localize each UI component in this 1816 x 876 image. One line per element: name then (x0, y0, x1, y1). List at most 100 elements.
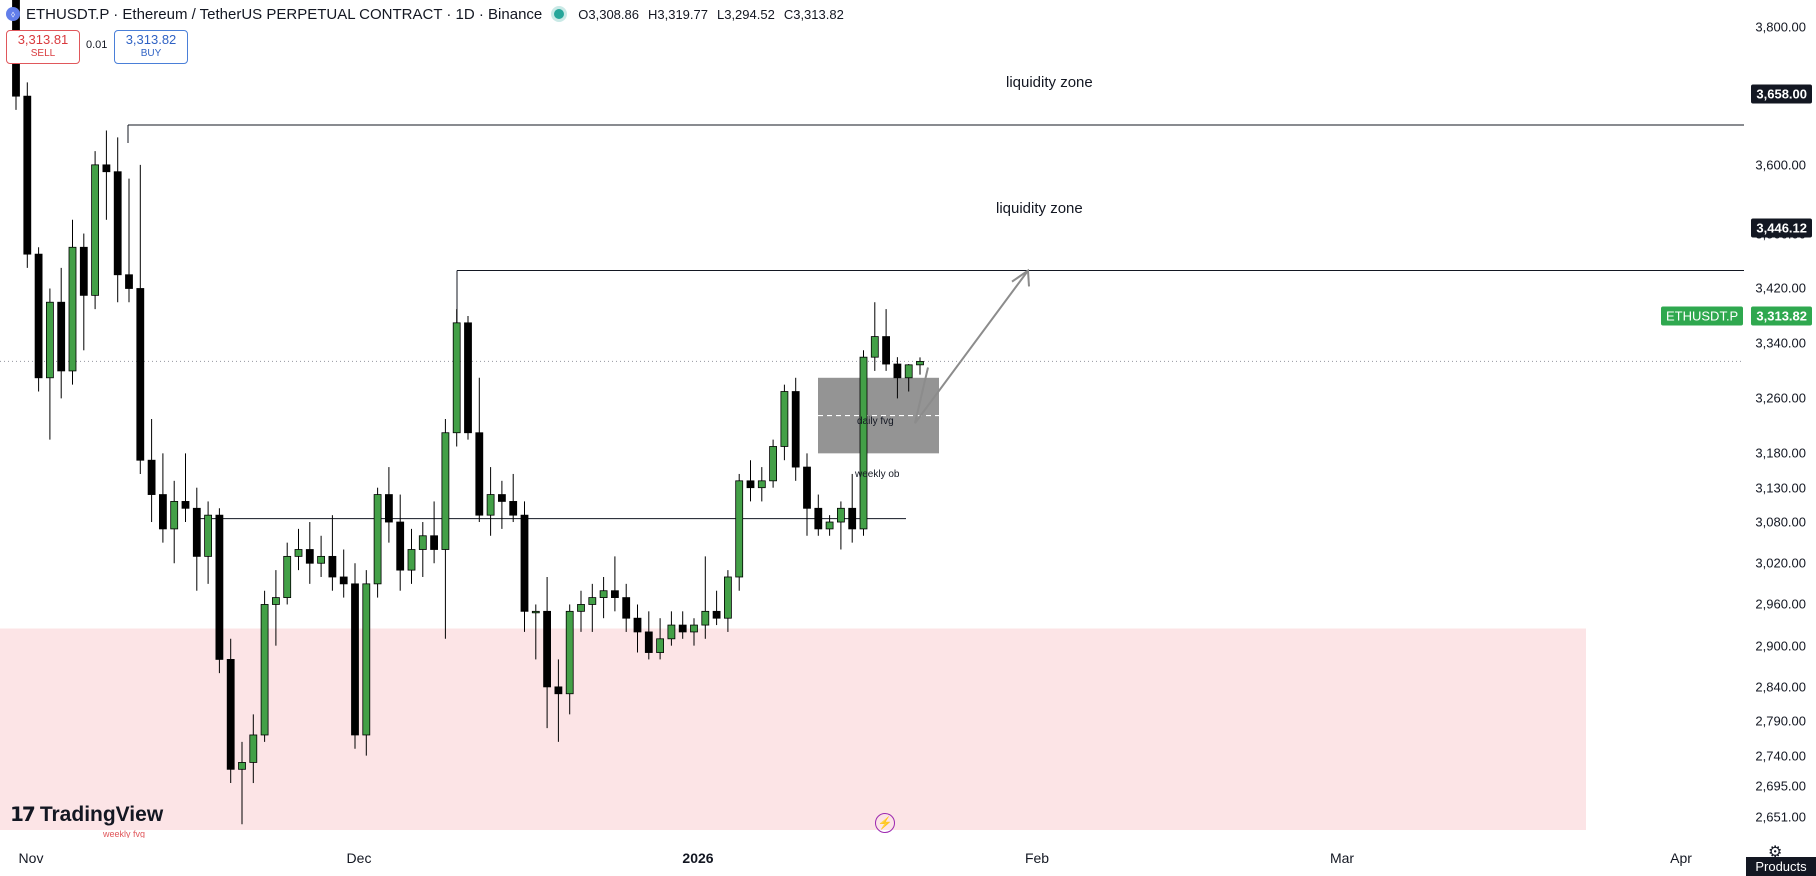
ethereum-icon[interactable]: ⬨ (6, 7, 20, 21)
bearish-candle (678, 624, 687, 633)
bearish-candle (328, 555, 337, 578)
time-axis[interactable]: Nov Dec 2026 Feb Mar Apr (0, 838, 1744, 876)
weekly-ob-label[interactable]: weekly ob (855, 469, 900, 480)
open-value: O3,308.86 (578, 6, 639, 22)
sell-price: 3,313.81 (17, 32, 69, 47)
bearish-candle (79, 246, 88, 296)
bullish-candle (870, 336, 879, 358)
tradingview-mark-icon: 𝟭𝟳 (10, 804, 36, 826)
projection-arrowhead (1011, 268, 1030, 287)
bearish-candle (520, 514, 529, 612)
symbol-header: ⬨ ETHUSDT.P · Ethereum / TetherUS PERPET… (0, 0, 844, 28)
price-chart[interactable] (0, 0, 1744, 838)
bullish-candle (757, 480, 766, 489)
weekly-fvg-label[interactable]: weekly fvg (103, 829, 146, 839)
price-tick: 3,420.00 (1755, 280, 1806, 296)
price-tick: 3,130.00 (1755, 480, 1806, 496)
bullish-candle (170, 501, 179, 530)
price-tick: 2,900.00 (1755, 638, 1806, 654)
high-value: H3,319.77 (647, 6, 708, 22)
bearish-candle (622, 597, 631, 619)
lightning-icon[interactable]: ⚡ (875, 813, 895, 833)
tradingview-logo[interactable]: 𝟭𝟳 TradingView (10, 802, 163, 827)
bearish-candle (158, 494, 167, 530)
price-axis[interactable]: 3,800.003,700.003,600.003,500.003,420.00… (1744, 0, 1816, 876)
bullish-candle (656, 638, 664, 653)
bullish-candle (486, 494, 495, 516)
bearish-candle (215, 514, 224, 660)
low-value: L3,294.52 (716, 6, 775, 22)
bullish-candle (373, 494, 382, 585)
sell-label: SELL (30, 48, 56, 59)
bullish-candle (904, 364, 913, 379)
time-tick: Apr (1670, 850, 1692, 866)
bearish-candle (814, 507, 823, 530)
bullish-candle (452, 322, 461, 434)
bullish-candle (837, 507, 845, 523)
bullish-candle (46, 301, 54, 379)
bearish-candle (113, 171, 122, 276)
buy-price: 3,313.82 (125, 32, 177, 47)
bearish-candle (430, 535, 439, 550)
time-tick: Dec (346, 850, 372, 866)
bearish-candle (192, 507, 201, 557)
liquidity-zone-label-upper[interactable]: liquidity zone (1006, 74, 1093, 91)
buy-label: BUY (140, 48, 162, 59)
liquidity-zone-label-lower[interactable]: liquidity zone (996, 200, 1083, 217)
last-price-label: 3,313.82 (1751, 306, 1812, 326)
bullish-candle (825, 521, 834, 530)
price-tick: 3,600.00 (1755, 157, 1806, 173)
bullish-candle (724, 576, 732, 619)
bullish-candle (204, 514, 213, 557)
weekly-fvg-zone (0, 628, 1586, 830)
bearish-candle (339, 576, 348, 585)
price-tick: 2,840.00 (1755, 679, 1806, 695)
bearish-candle (464, 322, 472, 434)
bearish-candle (882, 336, 890, 365)
bearish-candle (125, 274, 133, 289)
bullish-candle (68, 246, 77, 372)
symbol-title[interactable]: ETHUSDT.P · Ethereum / TetherUS PERPETUA… (26, 5, 543, 23)
bullish-candle (294, 549, 303, 557)
bullish-candle (565, 610, 574, 695)
bearish-candle (848, 507, 857, 530)
price-tick: 2,960.00 (1755, 596, 1806, 612)
bearish-candle (746, 480, 755, 489)
buy-button[interactable]: 3,313.82 BUY (114, 30, 188, 64)
bullish-candle (588, 597, 597, 605)
settings-gear-icon[interactable]: ⚙ (1768, 844, 1783, 861)
bullish-candle (271, 597, 280, 605)
bullish-candle (260, 604, 269, 736)
market-status-icon (554, 9, 565, 19)
bullish-candle (249, 734, 258, 763)
bullish-candle (667, 624, 676, 640)
price-tick: 3,800.00 (1755, 19, 1806, 35)
bullish-candle (317, 555, 326, 564)
price-tick: 2,651.00 (1755, 809, 1806, 825)
bearish-candle (181, 501, 190, 509)
bullish-candle (916, 361, 924, 366)
bullish-candle (701, 610, 710, 626)
products-button[interactable]: Products (1746, 857, 1816, 876)
bearish-candle (893, 363, 902, 379)
sell-button[interactable]: 3,313.81 SELL (6, 30, 80, 64)
bullish-candle (735, 480, 744, 578)
bearish-candle (475, 432, 484, 516)
ohlc-readout: O3,308.86 H3,319.77 L3,294.52 C3,313.82 (578, 7, 844, 22)
bearish-candle (102, 164, 111, 173)
bullish-candle (91, 164, 99, 296)
bearish-candle (396, 521, 405, 571)
price-tick: 2,790.00 (1755, 713, 1806, 729)
bearish-candle (57, 301, 66, 372)
daily-fvg-label[interactable]: daily fvg (857, 416, 894, 427)
bullish-candle (531, 610, 540, 614)
bearish-candle (543, 610, 551, 688)
bullish-candle (769, 446, 777, 482)
price-tick: 2,740.00 (1755, 748, 1806, 764)
time-tick: Feb (1024, 850, 1050, 866)
symbol-price-badge: ETHUSDT.P (1661, 306, 1744, 326)
spread-value: 0.01 (86, 39, 108, 51)
bullish-candle (780, 391, 789, 447)
projection-arrow (914, 270, 1029, 424)
bearish-candle (351, 583, 359, 736)
